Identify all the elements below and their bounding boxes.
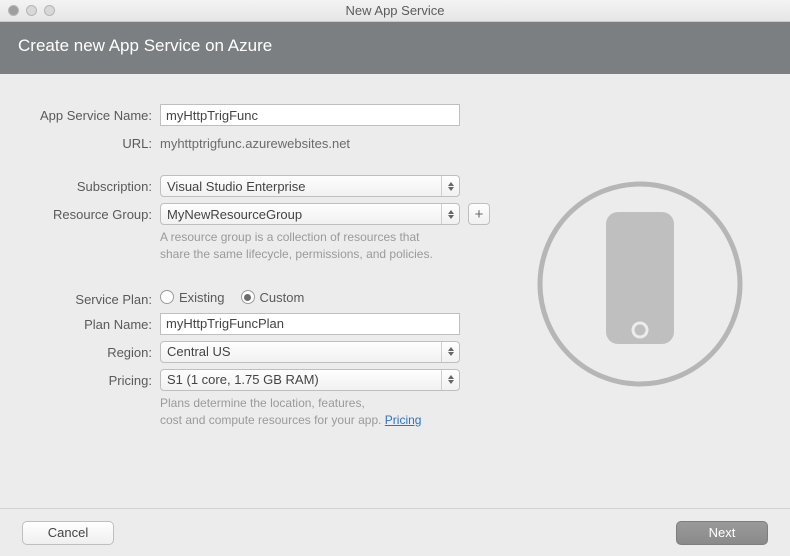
chevron-up-down-icon	[441, 176, 459, 196]
label-url: URL:	[20, 132, 160, 151]
pricing-select[interactable]: S1 (1 core, 1.75 GB RAM)	[160, 369, 460, 391]
label-service-plan: Service Plan:	[20, 288, 160, 307]
page-header: Create new App Service on Azure	[0, 22, 790, 74]
label-resource-group: Resource Group:	[20, 203, 160, 222]
chevron-up-down-icon	[441, 342, 459, 362]
device-graphic	[530, 174, 750, 394]
add-resource-group-button[interactable]: +	[468, 203, 490, 225]
url-value: myhttptrigfunc.azurewebsites.net	[160, 132, 350, 151]
pricing-value: S1 (1 core, 1.75 GB RAM)	[167, 372, 319, 387]
radio-custom[interactable]: Custom	[241, 290, 305, 305]
zoom-icon[interactable]	[44, 5, 55, 16]
content-area: App Service Name: URL: myhttptrigfunc.az…	[0, 74, 790, 512]
next-button[interactable]: Next	[676, 521, 768, 545]
label-app-service-name: App Service Name:	[20, 104, 160, 123]
minimize-icon[interactable]	[26, 5, 37, 16]
region-value: Central US	[167, 344, 231, 359]
footer: Cancel Next	[0, 508, 790, 556]
page-title: Create new App Service on Azure	[18, 36, 272, 55]
radio-existing-label: Existing	[179, 290, 225, 305]
close-icon[interactable]	[8, 5, 19, 16]
app-service-name-input[interactable]	[160, 104, 460, 126]
radio-custom-label: Custom	[260, 290, 305, 305]
label-plan-name: Plan Name:	[20, 313, 160, 332]
chevron-up-down-icon	[441, 204, 459, 224]
window-controls	[0, 5, 55, 16]
region-select[interactable]: Central US	[160, 341, 460, 363]
window-title: New App Service	[0, 3, 790, 18]
subscription-value: Visual Studio Enterprise	[167, 179, 306, 194]
pricing-help: Plans determine the location, features, …	[160, 395, 460, 430]
radio-icon	[160, 290, 174, 304]
pricing-link[interactable]: Pricing	[385, 413, 422, 427]
plus-icon: +	[475, 207, 484, 222]
label-pricing: Pricing:	[20, 369, 160, 388]
resource-group-select[interactable]: MyNewResourceGroup	[160, 203, 460, 225]
resource-group-help: A resource group is a collection of reso…	[160, 229, 480, 264]
resource-group-value: MyNewResourceGroup	[167, 207, 302, 222]
label-region: Region:	[20, 341, 160, 360]
chevron-up-down-icon	[441, 370, 459, 390]
radio-existing[interactable]: Existing	[160, 290, 225, 305]
service-plan-radios: Existing Custom	[160, 288, 304, 305]
label-subscription: Subscription:	[20, 175, 160, 194]
cancel-button[interactable]: Cancel	[22, 521, 114, 545]
titlebar: New App Service	[0, 0, 790, 22]
subscription-select[interactable]: Visual Studio Enterprise	[160, 175, 460, 197]
radio-icon	[241, 290, 255, 304]
plan-name-input[interactable]	[160, 313, 460, 335]
